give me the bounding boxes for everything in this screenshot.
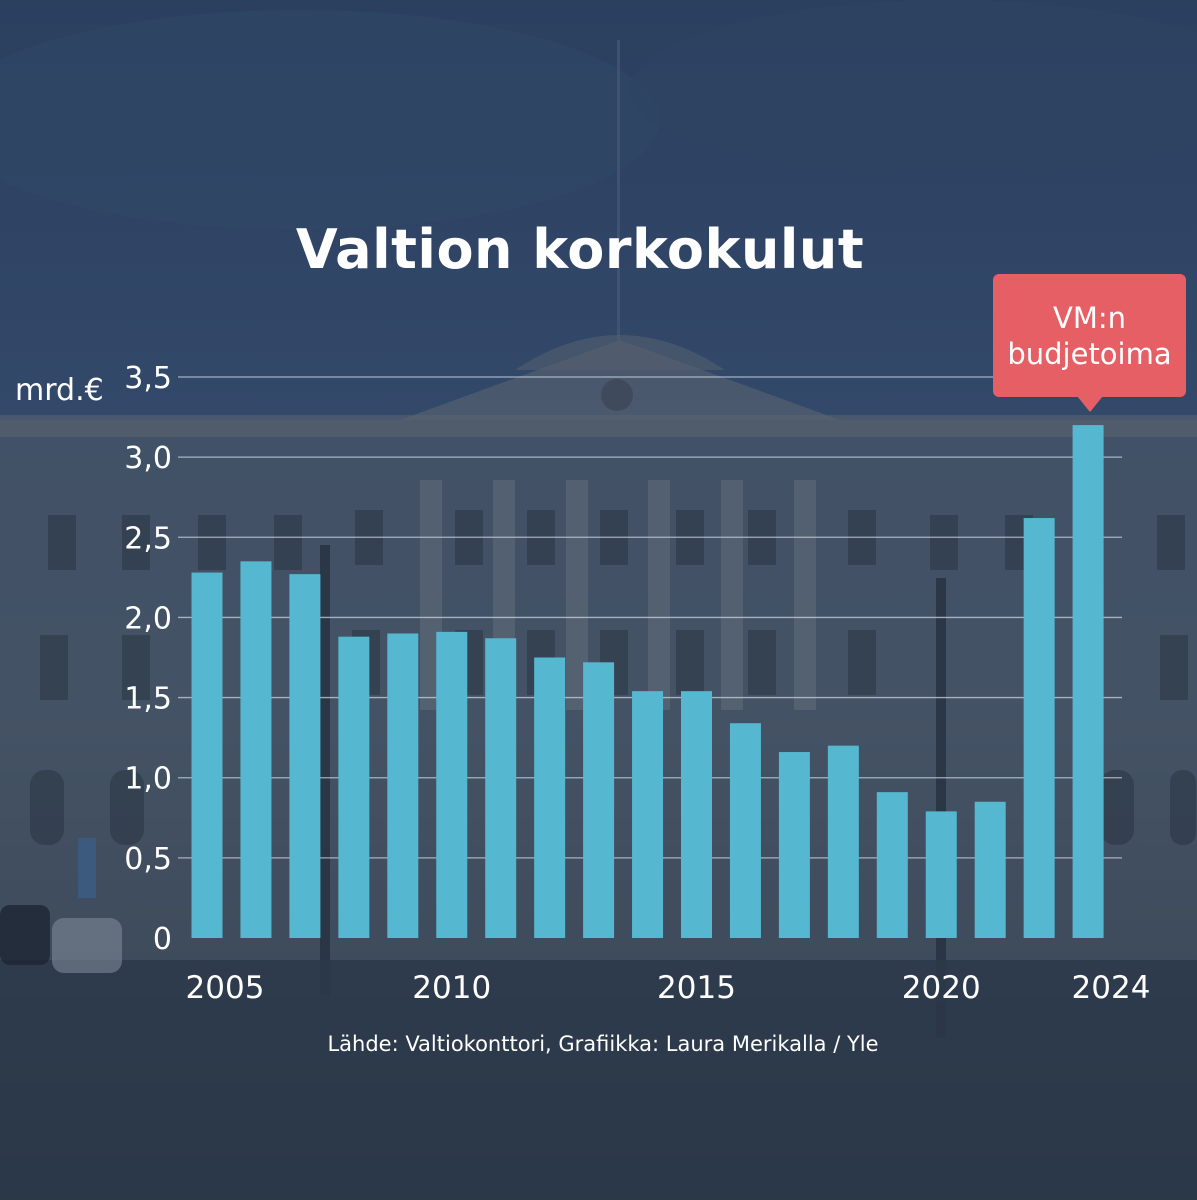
callout-pointer [1077, 396, 1103, 412]
callout-line-1: VM:n [1052, 300, 1126, 335]
bar-2021 [974, 801, 1006, 938]
bar-2014 [632, 691, 664, 938]
bar-2020 [925, 811, 957, 938]
x-tick-label: 2020 [902, 970, 981, 1006]
bar-2019 [876, 792, 908, 938]
bar-2013 [583, 662, 615, 938]
callout-line-2: budjetoima [1007, 336, 1172, 371]
x-tick-label: 2024 [1072, 970, 1151, 1006]
bar-2012 [534, 657, 566, 938]
source-credit: Lähde: Valtiokonttori, Grafiikka: Laura … [327, 1032, 879, 1056]
y-tick-label: 3,0 [124, 441, 172, 476]
y-tick-label: 0 [153, 922, 172, 957]
y-axis-unit-label: mrd.€ [15, 373, 104, 408]
bar-2008 [338, 636, 370, 938]
y-tick-label: 2,0 [124, 601, 172, 636]
y-axis-ticks: 0 0,5 1,0 1,5 2,0 2,5 3,0 3,5 [124, 361, 172, 957]
chart-title: Valtion korkokulut [295, 218, 865, 281]
budget-callout: VM:n budjetoima [993, 274, 1186, 397]
y-tick-label: 1,5 [124, 682, 172, 717]
bar-2007 [289, 574, 321, 938]
x-tick-label: 2005 [186, 970, 265, 1006]
y-tick-label: 3,5 [124, 361, 172, 396]
x-axis-ticks: 2005 2010 2015 2020 2024 [186, 970, 1151, 1006]
y-tick-label: 2,5 [124, 521, 172, 556]
bar-2023 [1072, 425, 1104, 939]
bar-2017 [778, 752, 810, 938]
bar-2010 [436, 631, 468, 938]
bar-2022 [1023, 518, 1055, 938]
bar-2016 [729, 723, 761, 938]
bar-2009 [387, 633, 419, 938]
bar-2011 [485, 638, 517, 938]
y-tick-label: 1,0 [124, 762, 172, 797]
x-tick-label: 2010 [412, 970, 491, 1006]
bar-2018 [827, 745, 859, 938]
bars [191, 425, 1104, 939]
x-tick-label: 2015 [657, 970, 736, 1006]
bar-2015 [681, 691, 712, 938]
bar-2006 [240, 561, 272, 938]
y-tick-label: 0,5 [124, 842, 172, 877]
bar-2005 [191, 572, 223, 938]
